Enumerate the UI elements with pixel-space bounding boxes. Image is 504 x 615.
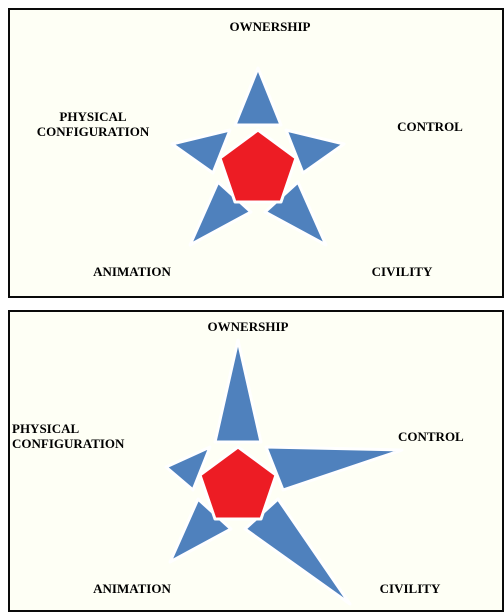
spike-ownership: [235, 68, 281, 125]
spike-physical-configuration: [172, 130, 230, 173]
spike-ownership: [215, 340, 261, 442]
label-control: CONTROL: [398, 430, 498, 445]
label-civility: CIVILITY: [352, 265, 452, 280]
label-control: CONTROL: [380, 120, 480, 135]
star-diagram: [10, 10, 504, 300]
label-physical-configuration: PHYSICAL CONFIGURATION: [12, 422, 162, 452]
core-pentagon: [220, 130, 296, 202]
label-animation: ANIMATION: [72, 582, 192, 597]
label-civility: CIVILITY: [360, 582, 460, 597]
label-ownership: OWNERSHIP: [188, 320, 308, 335]
label-ownership: OWNERSHIP: [210, 20, 330, 35]
core-pentagon: [200, 447, 276, 519]
panel-bottom: OWNERSHIP CONTROL CIVILITY ANIMATION PHYSICA…: [8, 310, 504, 612]
spike-control: [266, 447, 402, 490]
label-physical-configuration: PHYSICAL CONFIGURATION: [18, 110, 168, 140]
spike-control: [286, 130, 344, 173]
panel-top: OWNERSHIP CONTROL CIVILITY ANIMATION PHYSICA…: [8, 8, 504, 298]
star-diagram: [10, 312, 504, 614]
label-animation: ANIMATION: [72, 265, 192, 280]
